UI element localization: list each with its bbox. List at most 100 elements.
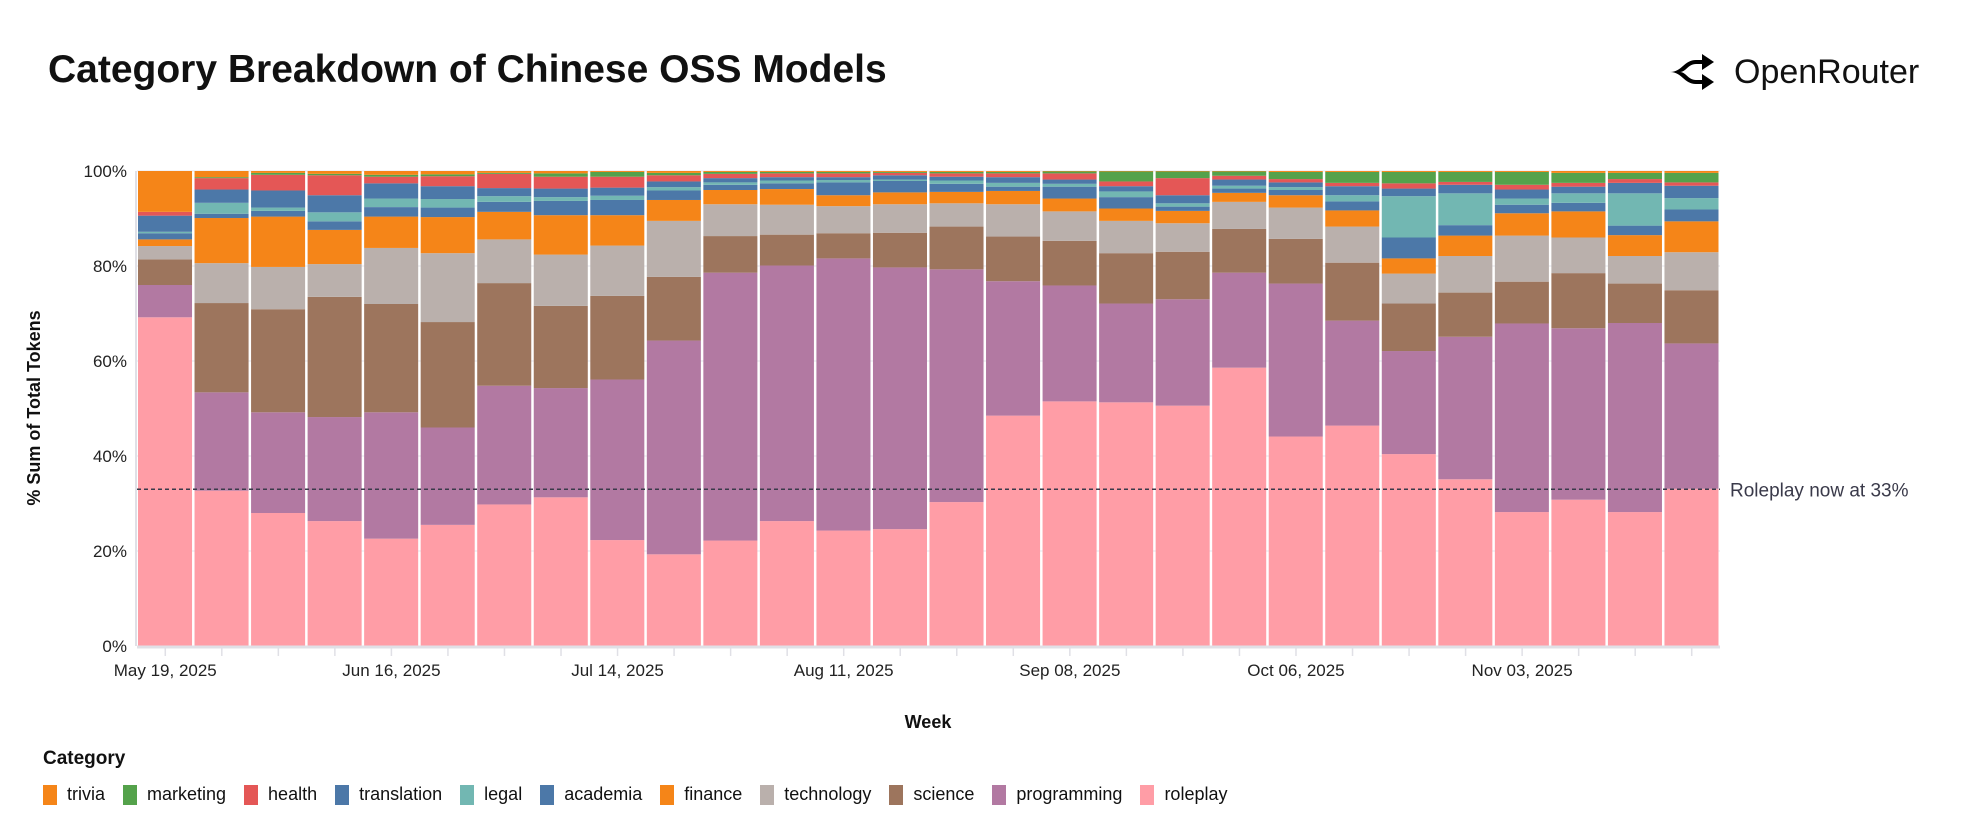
bar-segment-legal	[872, 179, 927, 181]
bar-segment-health	[1607, 179, 1662, 183]
bar-segment-health	[1155, 178, 1210, 196]
logo-text: OpenRouter	[1734, 52, 1920, 91]
bar-stack	[251, 171, 306, 646]
bar-segment-finance	[420, 217, 475, 254]
bar-segment-finance	[1268, 195, 1323, 208]
bar-segment-science	[1268, 238, 1323, 284]
bar-segment-technology	[816, 206, 871, 234]
bar-segment-technology	[646, 220, 701, 277]
bar-segment-roleplay	[646, 554, 701, 646]
bar-segment-marketing	[1664, 172, 1719, 183]
bar-segment-legal	[1551, 193, 1606, 203]
bar-segment-marketing	[590, 171, 645, 177]
legend-item-translation[interactable]: translation	[335, 784, 442, 805]
legend-item-programming[interactable]: programming	[992, 784, 1122, 805]
bar-segment-programming	[872, 267, 927, 530]
bar-segment-roleplay	[477, 504, 532, 646]
bar-segment-science	[1099, 253, 1154, 304]
bar-segment-science	[533, 305, 588, 389]
bar-segment-technology	[759, 204, 814, 235]
legend-swatch	[460, 784, 475, 805]
bar-segment-translation	[251, 190, 306, 208]
legend-item-finance[interactable]: finance	[660, 784, 742, 805]
bar-segment-academia	[364, 207, 419, 217]
bar-segment-marketing	[872, 171, 927, 173]
bar-segment-roleplay	[1268, 436, 1323, 646]
bar-segment-academia	[1042, 186, 1097, 199]
legend-label: roleplay	[1164, 784, 1228, 804]
bar-stack	[138, 171, 193, 646]
x-tick-label: Nov 03, 2025	[1472, 661, 1573, 680]
bar-segment-roleplay	[1381, 454, 1436, 646]
x-axis: May 19, 2025 Jun 16, 2025 Jul 14, 2025 Aug …	[114, 645, 1720, 680]
legend-item-marketing[interactable]: marketing	[123, 784, 226, 805]
bar-segment-science	[759, 234, 814, 266]
bar-stack	[1155, 171, 1210, 646]
bar-segment-trivia	[533, 171, 588, 174]
bar-segment-health	[194, 178, 249, 190]
bar-segment-science	[1607, 283, 1662, 323]
bar-segment-finance	[1438, 235, 1493, 257]
bar-segment-academia	[1325, 201, 1380, 211]
bar-segment-academia	[929, 183, 984, 192]
y-tick-label: 40%	[93, 447, 127, 466]
bar-segment-marketing	[420, 174, 475, 177]
bar-stack	[1381, 171, 1436, 646]
bar-segment-roleplay	[533, 497, 588, 646]
bar-segment-technology	[1607, 256, 1662, 284]
bar-segment-academia	[1381, 237, 1436, 259]
bar-segment-translation	[590, 187, 645, 196]
bar-segment-science	[703, 236, 758, 273]
legend-item-trivia[interactable]: trivia	[43, 784, 105, 805]
bar-segment-translation	[986, 177, 1041, 183]
bar-stack	[533, 171, 588, 646]
bar-segment-academia	[251, 210, 306, 217]
bar-segment-trivia	[420, 171, 475, 175]
bar-segment-programming	[1155, 299, 1210, 406]
y-tick-label: 80%	[93, 257, 127, 276]
bar-segment-finance	[1325, 210, 1380, 227]
legend-label: academia	[564, 784, 643, 804]
bar-segment-technology	[477, 239, 532, 284]
bar-segment-roleplay	[590, 540, 645, 646]
legend-swatch	[889, 784, 904, 805]
bar-segment-roleplay	[138, 317, 193, 646]
bar-segment-finance	[1607, 235, 1662, 257]
x-tick-label: Jun 16, 2025	[342, 661, 440, 680]
legend-item-roleplay[interactable]: roleplay	[1140, 784, 1227, 805]
bar-stack	[1212, 171, 1267, 646]
bar-segment-finance	[1664, 221, 1719, 253]
bar-segment-roleplay	[703, 540, 758, 646]
legend-label: marketing	[147, 784, 227, 804]
bar-stack	[929, 171, 984, 646]
bar-segment-finance	[1551, 211, 1606, 238]
bar-segment-health	[477, 173, 532, 189]
bar-segment-marketing	[816, 171, 871, 174]
y-tick-label: 20%	[93, 542, 127, 561]
bar-segment-trivia	[1381, 171, 1436, 172]
bar-segment-health	[364, 176, 419, 184]
bar-segment-health	[1099, 181, 1154, 187]
openrouter-logo: OpenRouter	[1668, 52, 1919, 92]
bar-segment-translation	[1438, 184, 1493, 194]
bar-segment-finance	[986, 190, 1041, 205]
bar-segment-marketing	[533, 173, 588, 177]
legend-item-science[interactable]: science	[889, 784, 974, 805]
legend-swatch	[760, 784, 775, 805]
legend-label: legal	[484, 784, 523, 804]
stacked-bar-chart: 0% 20% 40% 60% 80% 100% May 19, 2025 Jun 16, 2…	[24, 162, 1909, 732]
bar-segment-translation	[194, 189, 249, 203]
legend-label: science	[913, 784, 975, 804]
legend-item-technology[interactable]: technology	[760, 784, 871, 805]
bar-segment-health	[138, 211, 193, 216]
bar-stack	[1268, 171, 1323, 646]
legend-item-legal[interactable]: legal	[460, 784, 522, 805]
bar-segment-legal	[1268, 187, 1323, 190]
bar-segment-programming	[703, 272, 758, 541]
bar-segment-roleplay	[420, 524, 475, 646]
bar-segment-finance	[816, 195, 871, 207]
legend-item-academia[interactable]: academia	[540, 784, 642, 805]
bar-segment-science	[1212, 228, 1267, 273]
legend-swatch	[660, 784, 675, 805]
legend-item-health[interactable]: health	[244, 784, 317, 805]
